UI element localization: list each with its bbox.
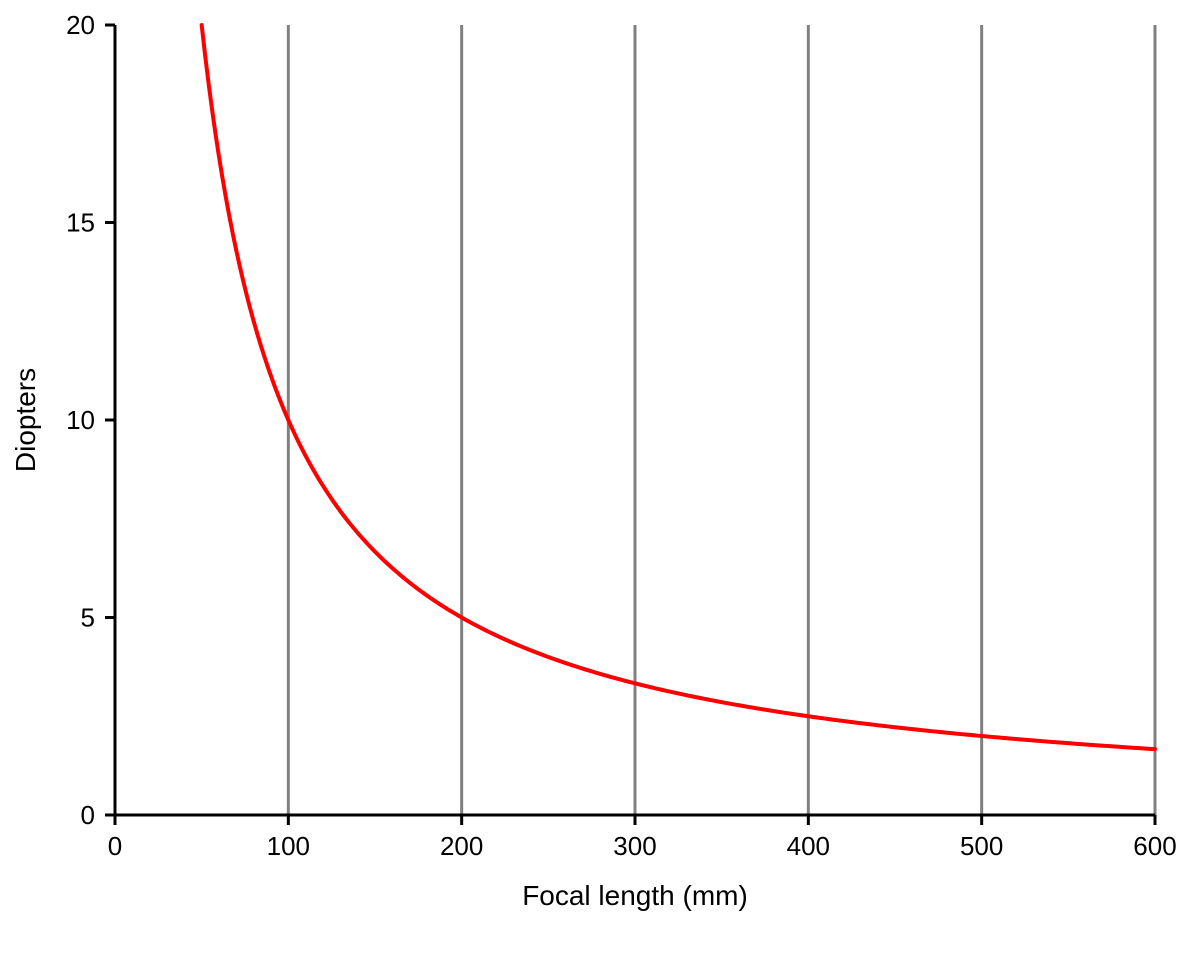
- x-tick-label: 200: [440, 831, 483, 861]
- x-tick-label: 600: [1133, 831, 1176, 861]
- y-tick-label: 20: [66, 10, 95, 40]
- x-tick-label: 100: [267, 831, 310, 861]
- y-tick-label: 10: [66, 405, 95, 435]
- y-axis-label: Diopters: [10, 368, 41, 472]
- x-tick-label: 300: [613, 831, 656, 861]
- diopter-chart: 0 100 200 300 400 500 600 0 5 10 15 20 Focal length …: [0, 0, 1200, 954]
- x-tick-label: 400: [787, 831, 830, 861]
- y-tick-label: 5: [81, 603, 95, 633]
- x-axis-label: Focal length (mm): [522, 880, 748, 911]
- y-tick-label: 0: [81, 800, 95, 830]
- x-tick-label: 500: [960, 831, 1003, 861]
- y-tick-label: 15: [66, 208, 95, 238]
- x-tick-label: 0: [108, 831, 122, 861]
